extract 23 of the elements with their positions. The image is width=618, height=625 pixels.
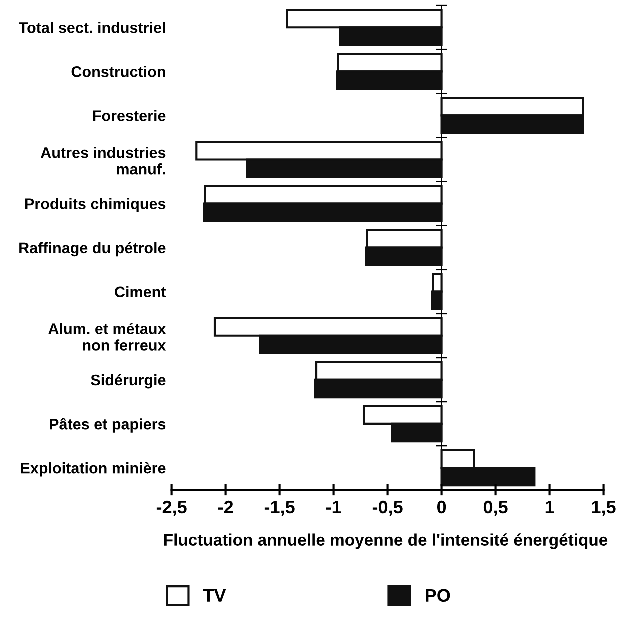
legend-label: TV — [203, 589, 226, 602]
x-tick-label: 0,5 — [484, 500, 508, 516]
x-tick-label: -0,5 — [372, 500, 403, 516]
y-tick-label: Pâtes et papiers — [50, 418, 166, 433]
x-tick-label: 1 — [546, 501, 554, 514]
y-tick-label: Sidérurgie — [91, 374, 166, 389]
y-tick-label: Autres industries manuf. — [40, 147, 166, 175]
x-tick-label: -2,5 — [156, 500, 187, 516]
y-tick-label: Construction — [72, 66, 166, 78]
x-tick-label: 0 — [437, 500, 446, 514]
legend-label: PO — [426, 589, 450, 602]
x-tick-label: -2 — [218, 500, 234, 514]
y-tick-label: Exploitation minière — [21, 462, 166, 477]
x-tick-label: -1,5 — [264, 501, 295, 516]
y-tick-label: Total sect. industriel — [18, 22, 166, 34]
y-tick-label: Foresterie — [93, 110, 166, 122]
y-tick-label: Alum. et métaux non ferreux — [48, 323, 166, 351]
y-tick-label: Produits chimiques — [26, 198, 166, 212]
x-tick-label: 1,5 — [592, 501, 616, 516]
x-tick-label: -1 — [326, 501, 342, 514]
y-tick-label: Raffinage du pétrole — [20, 242, 166, 257]
y-tick-label: Ciment — [115, 286, 166, 298]
x-axis-title: Fluctuation annuelle moyenne de l'intensité énergétique — [164, 534, 608, 550]
